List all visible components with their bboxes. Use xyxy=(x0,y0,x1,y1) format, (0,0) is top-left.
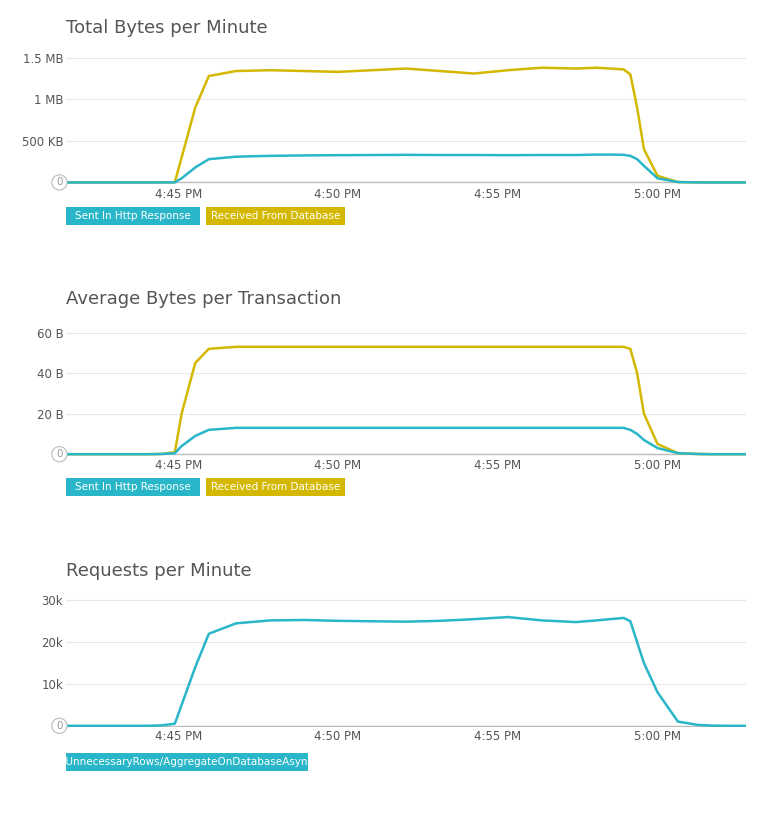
Text: /UnnecessaryRows/AggregateOnDatabaseAsync: /UnnecessaryRows/AggregateOnDatabaseAsyn… xyxy=(61,757,313,767)
Text: 0: 0 xyxy=(56,721,63,731)
Text: Average Bytes per Transaction: Average Bytes per Transaction xyxy=(66,290,341,308)
Text: Received From Database: Received From Database xyxy=(211,211,340,221)
Text: Total Bytes per Minute: Total Bytes per Minute xyxy=(66,19,267,37)
Text: Sent In Http Response: Sent In Http Response xyxy=(75,483,190,492)
Text: 0: 0 xyxy=(56,449,63,459)
Text: Requests per Minute: Requests per Minute xyxy=(66,561,252,580)
Text: Sent In Http Response: Sent In Http Response xyxy=(75,211,190,221)
Text: Received From Database: Received From Database xyxy=(211,483,340,492)
Text: 0: 0 xyxy=(56,178,63,187)
